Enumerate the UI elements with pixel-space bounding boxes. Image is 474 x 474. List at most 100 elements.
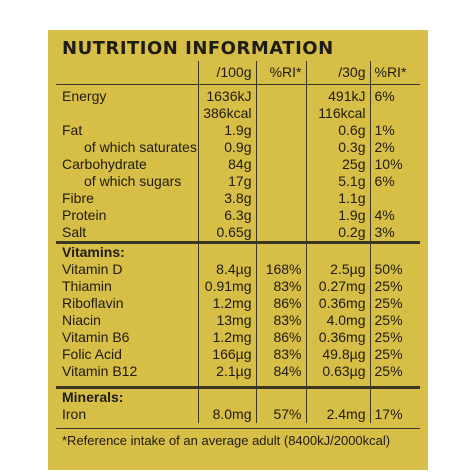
nutrient-label (56, 105, 198, 122)
per-30g-value: 1.1g (305, 190, 370, 207)
table-row: of which saturates 0.9g 0.3g 2% (56, 139, 420, 156)
nutrition-title: NUTRITION INFORMATION (62, 38, 334, 59)
empty-cell (369, 380, 420, 388)
table-row: Fibre 3.8g 1.1g (56, 190, 420, 207)
header-per-100g: /100g (197, 61, 256, 85)
ri-100g-value (255, 156, 306, 173)
empty-cell (255, 241, 306, 261)
table-row: Thiamin 0.91mg 83% 0.27mg 25% (56, 278, 420, 295)
per-30g-value: 4.0mg (305, 312, 370, 329)
per-100g-value: 1.2mg (197, 329, 256, 346)
nutrient-label: Vitamin B6 (62, 329, 130, 345)
spacer-row (56, 380, 420, 388)
ri-30g-value: 25% (369, 363, 420, 380)
per-100g-value: 0.65g (197, 224, 256, 243)
per-30g-value: 0.2g (305, 224, 370, 243)
table-row: Salt 0.65g 0.2g 3% (56, 224, 420, 243)
nutrient-label: of which sugars (84, 173, 182, 189)
nutrient-label: Salt (62, 224, 87, 240)
per-100g-value: 13mg (197, 312, 256, 329)
ri-100g-value (255, 207, 306, 224)
empty-cell (305, 380, 370, 388)
header-ri-30g: %RI* (369, 61, 420, 85)
per-30g-value: 0.3g (305, 139, 370, 156)
empty-cell (369, 241, 420, 261)
table-row: 386kcal 116kcal (56, 105, 420, 122)
ri-100g-value (255, 122, 306, 139)
table-row: Vitamin B6 1.2mg 86% 0.36mg 25% (56, 329, 420, 346)
header-ri-100g: %RI* (255, 61, 306, 85)
ri-30g-value: 1% (369, 122, 420, 139)
ri-30g-value: 2% (369, 139, 420, 156)
per-100g-value: 17g (197, 173, 256, 190)
header-per-30g: /30g (305, 61, 370, 85)
empty-cell (255, 380, 306, 388)
ri-100g-value (255, 173, 306, 190)
ri-30g-value: 4% (369, 207, 420, 224)
table-row: Niacin 13mg 83% 4.0mg 25% (56, 312, 420, 329)
nutrient-label: Folic Acid (62, 346, 122, 362)
empty-cell (197, 241, 256, 261)
ri-30g-value: 6% (369, 84, 420, 105)
nutrient-label: Protein (62, 207, 107, 223)
nutrient-label: of which saturates (84, 139, 197, 155)
per-30g-value: 1.9g (305, 207, 370, 224)
per-100g-value: 2.1µg (197, 363, 256, 380)
nutrition-table: /100g %RI*/30g %RI* Energy 1636kJ 491kJ 6% 386k… (56, 61, 420, 423)
ri-30g-value: 25% (369, 329, 420, 346)
table-row: of which sugars 17g 5.1g 6% (56, 173, 420, 190)
per-100g-value: 84g (197, 156, 256, 173)
empty-cell (369, 386, 420, 406)
ri-100g-value: 83% (255, 312, 306, 329)
ri-30g-value: 3% (369, 224, 420, 243)
nutrient-label: Riboflavin (62, 295, 124, 311)
nutrient-label: Carbohydrate (62, 156, 147, 172)
per-30g-value: 0.6g (305, 122, 370, 139)
per-100g-value: 0.9g (197, 139, 256, 156)
empty-cell (305, 386, 370, 406)
minerals-heading: Minerals: (56, 386, 198, 406)
header-blank (56, 61, 198, 85)
per-30g-value: 116kcal (305, 105, 370, 122)
per-30g-value: 0.36mg (305, 329, 370, 346)
ri-100g-value: 83% (255, 278, 306, 295)
table-row: Riboflavin 1.2mg 86% 0.36mg 25% (56, 295, 420, 312)
table-header-row: /100g %RI*/30g %RI* (56, 61, 420, 85)
ri-30g-value: 25% (369, 312, 420, 329)
vitamins-heading-row: Vitamins: (56, 241, 420, 261)
table-row: Iron 8.0mg 57% 2.4mg 17% (56, 406, 420, 423)
ri-100g-value (255, 84, 306, 105)
table-row: Vitamin D 8.4µg 168% 2.5µg 50% (56, 261, 420, 278)
ri-30g-value (369, 190, 420, 207)
ri-30g-value: 25% (369, 278, 420, 295)
ri-100g-value (255, 224, 306, 243)
per-30g-value: 5.1g (305, 173, 370, 190)
ri-100g-value (255, 105, 306, 122)
ri-100g-value: 83% (255, 346, 306, 363)
nutrient-label: Fibre (62, 190, 94, 206)
ri-30g-value: 25% (369, 346, 420, 363)
table-row: Folic Acid 166µg 83% 49.8µg 25% (56, 346, 420, 363)
ri-30g-value (369, 105, 420, 122)
per-30g-value: 2.4mg (305, 406, 370, 423)
per-100g-value: 8.0mg (197, 406, 256, 423)
nutrient-label: Energy (56, 84, 198, 105)
ri-30g-value: 6% (369, 173, 420, 190)
per-100g-value: 386kcal (197, 105, 256, 122)
per-100g-value: 0.91mg (197, 278, 256, 295)
nutrient-label: Iron (62, 406, 87, 422)
minerals-heading-row: Minerals: (56, 386, 420, 406)
per-30g-value: 25g (305, 156, 370, 173)
ri-100g-value: 57% (255, 406, 306, 423)
ri-100g-value: 84% (255, 363, 306, 380)
ri-100g-value: 86% (255, 329, 306, 346)
per-100g-value: 6.3g (197, 207, 256, 224)
ri-30g-value: 10% (369, 156, 420, 173)
ri-30g-value: 17% (369, 406, 420, 423)
per-30g-value: 2.5µg (305, 261, 370, 278)
nutrient-label: Fat (62, 122, 83, 138)
empty-cell (197, 386, 256, 406)
empty-cell (255, 386, 306, 406)
empty-cell (305, 241, 370, 261)
nutrient-label: Vitamin B12 (62, 363, 138, 379)
